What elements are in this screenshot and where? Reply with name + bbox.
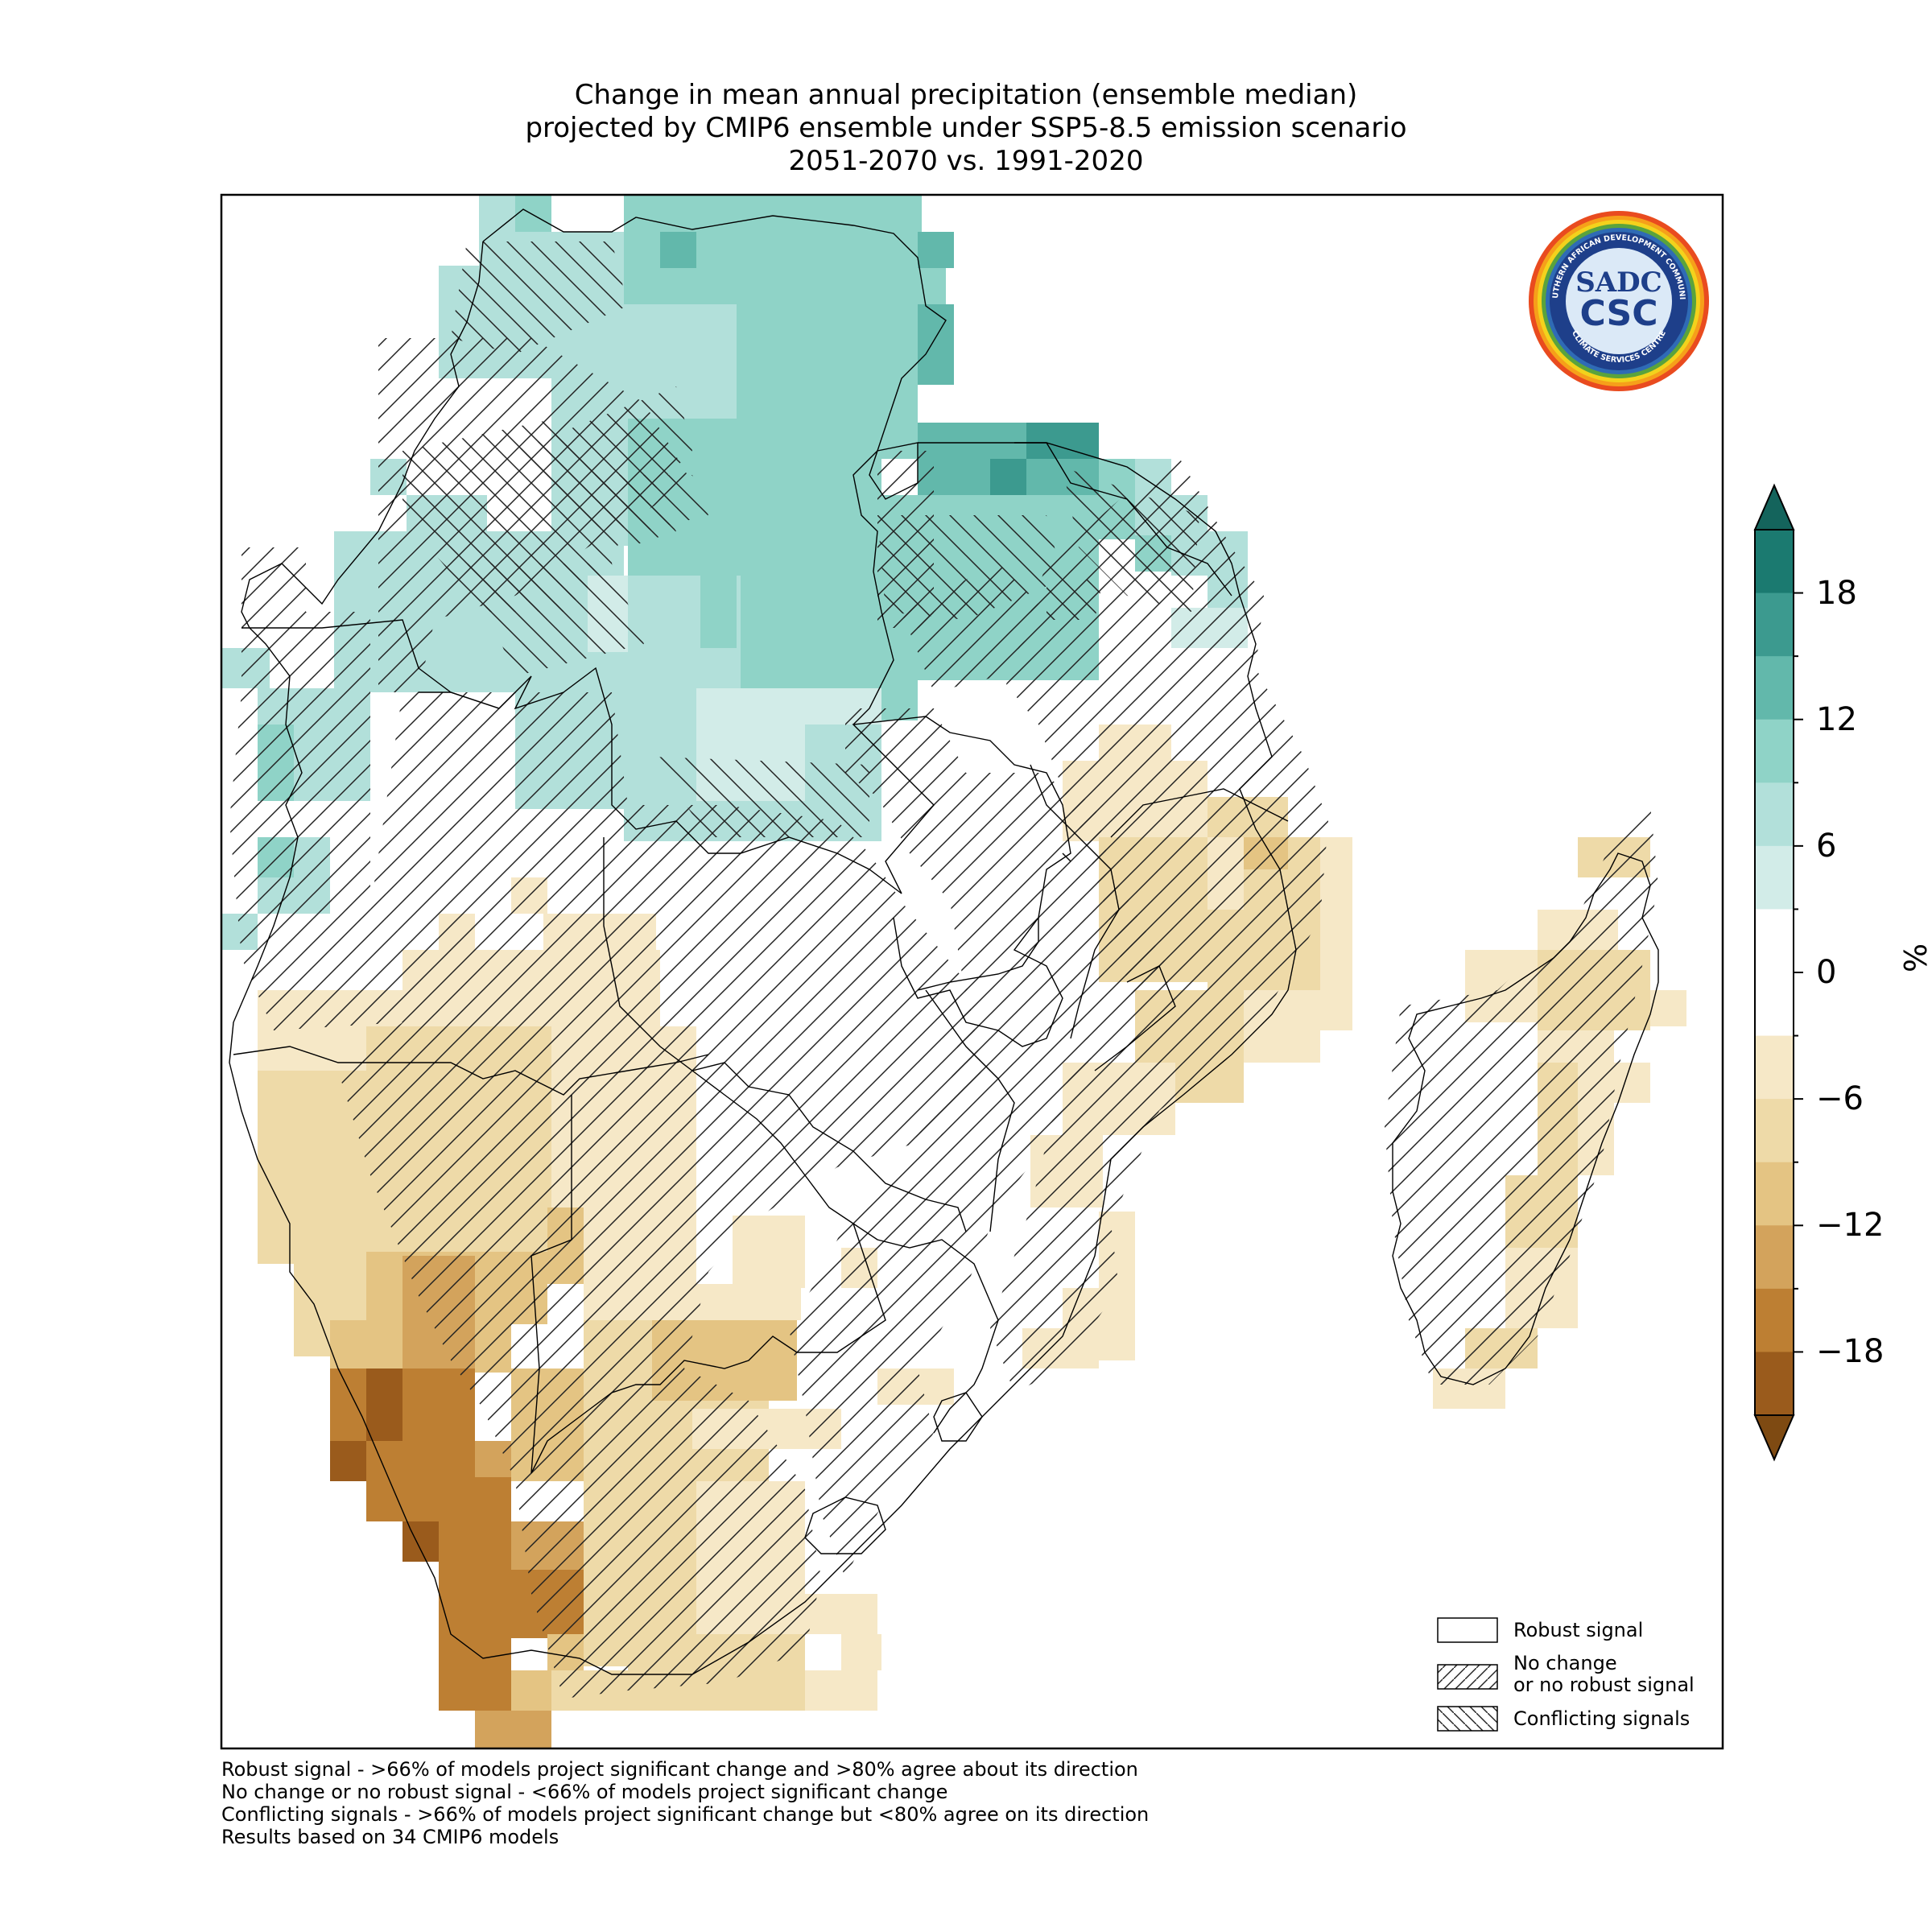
legend-label-conflicting: Conflicting signals <box>1513 1707 1690 1730</box>
title-line-1: Change in mean annual precipitation (ens… <box>574 79 1358 111</box>
colorbar-segment <box>1755 592 1794 657</box>
footnote-conflicting: Conflicting signals - >66% of models pro… <box>221 1803 1150 1826</box>
legend-label-no-robust-1: No change <box>1513 1652 1617 1674</box>
colorbar-segment <box>1755 1352 1794 1416</box>
colorbar-tick-label: −12 <box>1816 1207 1885 1245</box>
colorbar-segment <box>1755 1035 1794 1100</box>
colorbar-segment <box>1755 845 1794 910</box>
legend-swatches <box>1437 1617 1498 1732</box>
colorbar-segment <box>1755 719 1794 783</box>
footnote-no-robust: No change or no robust signal - <66% of … <box>221 1781 948 1803</box>
legend-label-no-robust-2: or no robust signal <box>1513 1674 1695 1696</box>
title-line-2: projected by CMIP6 ensemble under SSP5-8… <box>525 112 1407 144</box>
legend-swatch-robust <box>1437 1617 1498 1643</box>
colorbar-tick-label: 18 <box>1816 574 1857 612</box>
legend-label-robust: Robust signal <box>1513 1619 1644 1641</box>
colorbar-segment <box>1755 1162 1794 1226</box>
colorbar-extend-max <box>1753 483 1795 530</box>
logo-mark-1: SADC <box>1575 266 1662 299</box>
hatch-conflicting <box>402 242 1199 837</box>
colorbar-tick-label: −6 <box>1816 1080 1864 1118</box>
map-frame <box>220 193 1724 1750</box>
footnote-robust: Robust signal - >66% of models project s… <box>221 1758 1138 1781</box>
colorbar-segment <box>1755 1099 1794 1163</box>
colorbar-tick-label: −18 <box>1816 1333 1885 1371</box>
title-line-3: 2051-2070 vs. 1991-2020 <box>788 145 1144 177</box>
colorbar-segment <box>1755 909 1794 973</box>
colorbar <box>1753 483 1803 1462</box>
colorbar-segment <box>1755 972 1794 1037</box>
colorbar-segment <box>1755 656 1794 720</box>
colorbar-tick-label: 12 <box>1816 700 1857 738</box>
map-area <box>221 195 1686 1748</box>
footnote-models: Results based on 34 CMIP6 models <box>221 1826 559 1848</box>
colorbar-segment <box>1755 530 1794 594</box>
colorbar-segment <box>1755 1288 1794 1352</box>
colorbar-segment <box>1755 1225 1794 1290</box>
coastlines-borders <box>229 208 1659 1675</box>
colorbar-unit-label: % <box>1898 943 1932 972</box>
footnotes: Robust signal - >66% of models project s… <box>221 1758 1149 1848</box>
colorbar-tick-label: 6 <box>1816 827 1837 865</box>
legend-swatch-no-robust <box>1437 1664 1498 1690</box>
logo-mark-2: CSC <box>1579 293 1657 334</box>
sadc-csc-logo: SOUTHERN AFRICAN DEVELOPMENT COMMUNITY C… <box>1525 208 1709 391</box>
colorbar-tick-label: 0 <box>1816 954 1837 991</box>
legend-swatch-conflicting <box>1437 1706 1498 1732</box>
colorbar-segment <box>1755 782 1794 847</box>
colorbar-extend-min <box>1753 1414 1795 1462</box>
